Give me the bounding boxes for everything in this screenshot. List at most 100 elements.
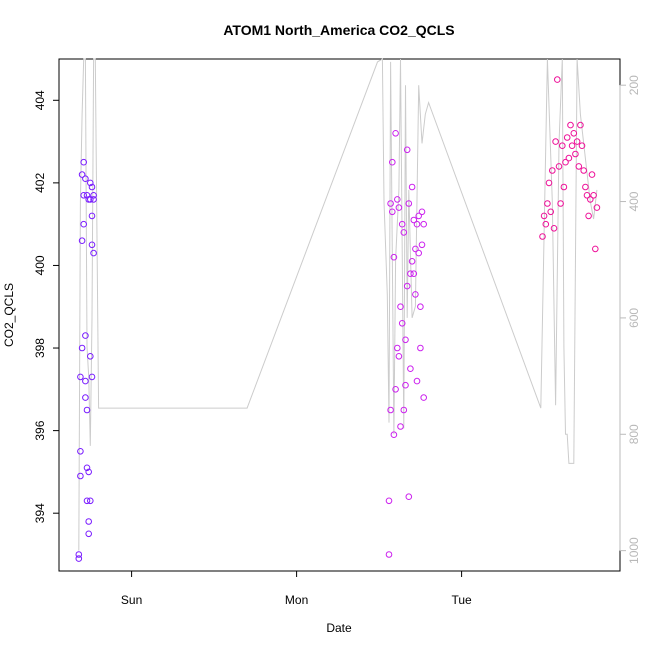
data-point — [88, 212, 96, 220]
data-point — [82, 175, 89, 182]
data-point — [545, 179, 553, 187]
data-point — [575, 163, 583, 170]
data-point — [550, 225, 558, 232]
data-point — [395, 204, 403, 211]
data-point — [544, 200, 551, 207]
data-point — [88, 241, 96, 249]
data-point — [385, 497, 393, 505]
left-y-axis: 394 396 398 400 402 404 — [33, 90, 60, 523]
data-point — [552, 138, 559, 145]
data-point — [75, 551, 83, 558]
data-point — [560, 183, 568, 191]
data-point — [85, 468, 92, 476]
data-point — [410, 216, 418, 224]
x-tick-label: Tue — [451, 593, 472, 607]
y-axis-label: CO2_QCLS — [2, 283, 16, 347]
data-point — [562, 158, 569, 166]
y-tick-label: 394 — [33, 503, 47, 523]
data-point — [568, 142, 576, 149]
data-point — [547, 208, 555, 216]
data-point — [417, 344, 424, 352]
data-point — [400, 406, 408, 414]
data-point — [82, 332, 89, 339]
data-point — [83, 406, 91, 414]
x-tick-label: Sun — [121, 593, 142, 607]
y-right-tick-label: 1000 — [627, 537, 641, 564]
data-point — [418, 208, 426, 216]
data-point — [577, 121, 584, 129]
data-point — [587, 196, 594, 203]
data-point — [418, 241, 426, 249]
y-tick-label: 400 — [33, 255, 47, 275]
data-point — [420, 394, 428, 401]
data-point — [588, 171, 596, 178]
data-point — [87, 497, 94, 505]
data-point — [77, 373, 84, 381]
data-point — [585, 212, 592, 220]
data-point — [567, 121, 574, 129]
data-point — [415, 249, 423, 257]
data-point — [415, 212, 423, 220]
data-point — [87, 196, 94, 203]
plot-frame — [58, 58, 621, 572]
data-point — [590, 192, 597, 199]
data-point — [408, 258, 416, 265]
data-point — [77, 472, 84, 480]
data-point — [407, 270, 414, 278]
y-right-tick-label: 600 — [627, 308, 641, 328]
data-point — [410, 270, 418, 278]
data-point — [572, 150, 579, 158]
data-point — [389, 208, 396, 216]
data-point — [87, 179, 94, 187]
data-point — [582, 183, 589, 191]
data-point — [394, 344, 401, 352]
pressure-line-layer — [78, 58, 598, 551]
data-point — [554, 76, 561, 83]
data-point — [385, 551, 393, 558]
y-tick-label: 404 — [33, 90, 47, 110]
data-point — [417, 303, 424, 311]
data-point — [400, 229, 408, 236]
data-point — [573, 138, 581, 145]
data-point — [390, 253, 398, 261]
data-point — [88, 373, 96, 381]
data-point — [390, 431, 398, 439]
data-point — [412, 245, 419, 253]
data-point — [413, 220, 421, 228]
data-point — [80, 192, 87, 199]
y-right-tick-label: 400 — [627, 191, 641, 211]
data-point — [398, 220, 406, 228]
data-point — [580, 167, 588, 174]
data-point — [542, 220, 550, 228]
data-point — [407, 365, 414, 373]
data-point — [540, 212, 548, 220]
data-point — [403, 146, 411, 154]
data-point — [387, 406, 394, 414]
data-point — [392, 386, 399, 393]
data-point — [389, 158, 396, 166]
data-point — [549, 167, 556, 174]
data-point — [402, 381, 409, 389]
y-tick-label: 396 — [33, 420, 47, 440]
data-point — [405, 200, 413, 207]
data-point — [78, 237, 86, 244]
data-point — [405, 493, 413, 501]
data-point — [85, 518, 92, 525]
y-tick-label: 402 — [33, 173, 47, 193]
data-point — [82, 377, 89, 385]
data-point — [85, 530, 92, 538]
data-point — [565, 154, 573, 162]
data-point — [413, 377, 421, 385]
data-point — [539, 233, 546, 240]
data-point — [570, 130, 578, 137]
data-point — [559, 142, 566, 149]
data-point — [88, 183, 96, 191]
data-point — [90, 196, 97, 203]
data-point — [557, 200, 564, 207]
y-right-tick-label: 800 — [627, 424, 641, 444]
data-point — [412, 291, 419, 298]
chart-title: ATOM1 North_America CO2_QCLS — [223, 22, 454, 38]
data-point — [387, 200, 394, 207]
data-point — [90, 192, 97, 199]
